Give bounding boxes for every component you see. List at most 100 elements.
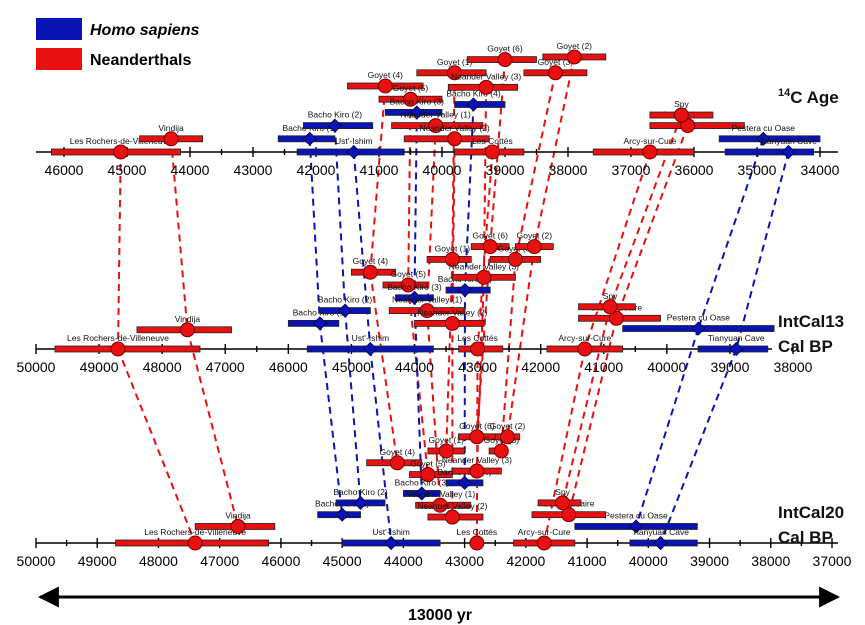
error-bar bbox=[403, 135, 490, 143]
site-label: Goyet (2) bbox=[490, 421, 526, 431]
site-label: Arcy-sur-Cure bbox=[518, 527, 571, 537]
site-label: Bacho Kiro (3) bbox=[387, 282, 441, 292]
marker-diamond bbox=[691, 321, 706, 336]
connector-line bbox=[344, 310, 362, 503]
site-label: Spy bbox=[555, 487, 570, 497]
site-label: Goyet (4) bbox=[368, 70, 404, 80]
point-intcal13-6: Goyet (5) bbox=[382, 269, 428, 293]
point-c14-10: Neander Valley (2) bbox=[403, 123, 490, 147]
error-bar bbox=[649, 122, 745, 129]
marker-circle bbox=[403, 91, 418, 107]
site-label: Bacho Kiro (2) bbox=[308, 110, 362, 120]
point-c14-13: Les Cottés bbox=[454, 136, 525, 160]
marker-circle bbox=[547, 65, 563, 81]
marker-circle bbox=[484, 144, 500, 160]
point-intcal13-7: Bacho Kiro (3) bbox=[387, 282, 442, 305]
tick-label-intcal20-45000: 45000 bbox=[323, 553, 362, 569]
span-label: 13000 yr bbox=[408, 607, 472, 624]
site-label: Ust'-Ishim bbox=[352, 333, 390, 343]
connector-line bbox=[451, 138, 456, 324]
connector-line bbox=[514, 72, 557, 260]
point-intcal13-1: Vindija bbox=[136, 314, 232, 338]
tick-label-c14-44000: 44000 bbox=[171, 162, 210, 178]
site-label: Neander Valley (1) bbox=[401, 110, 471, 120]
point-intcal13-8: Neander Valley (1) bbox=[388, 295, 466, 319]
tick-label-intcal20-49000: 49000 bbox=[78, 553, 117, 569]
tick-label-c14-46000: 46000 bbox=[45, 162, 84, 178]
site-label: Spy bbox=[603, 291, 618, 301]
marker-diamond bbox=[409, 105, 424, 120]
point-c14-14: Goyet (6) bbox=[466, 44, 537, 68]
site-label: Bacho Kiro (3) bbox=[390, 96, 444, 106]
tick-label-intcal13-38000: 38000 bbox=[774, 359, 813, 375]
point-c14-3: Bacho Kiro (2) bbox=[302, 110, 374, 133]
point-c14-8: Neander Valley (1) bbox=[391, 110, 484, 134]
tick-label-intcal13-44000: 44000 bbox=[395, 359, 434, 375]
point-intcal13-14: Goyet (6) bbox=[470, 231, 510, 255]
tick-label-intcal20-46000: 46000 bbox=[261, 553, 300, 569]
marker-circle bbox=[555, 495, 571, 511]
marker-circle bbox=[438, 443, 454, 459]
marker-circle bbox=[444, 315, 460, 331]
point-intcal13-5: Goyet (4) bbox=[351, 256, 396, 280]
connector-line bbox=[369, 348, 393, 544]
tick-label-intcal20-42000: 42000 bbox=[506, 553, 545, 569]
point-c14-7: Bacho Kiro (3) bbox=[384, 96, 444, 120]
marker-circle bbox=[447, 131, 463, 147]
site-label: Pestera cu Oase bbox=[732, 123, 796, 133]
marker-circle bbox=[561, 507, 577, 523]
marker-diamond bbox=[653, 535, 668, 551]
site-label: Les Rochers-de-Villeneuve bbox=[67, 333, 169, 343]
axes: 46000 45000 44000 43000 42000 41000 40000 39000… bbox=[17, 147, 852, 569]
marker-circle bbox=[602, 299, 618, 315]
site-label: Neander Valley (3) bbox=[449, 261, 519, 271]
tick-label-intcal13-39000: 39000 bbox=[710, 359, 749, 375]
tick-label-intcal20-43000: 43000 bbox=[445, 553, 484, 569]
point-intcal20-20: Pestera cu Oase bbox=[574, 510, 698, 534]
point-intcal20-1: Vindija bbox=[194, 510, 276, 534]
site-label: Neander Valley (2) bbox=[417, 501, 487, 511]
point-intcal13-12: Neander Valley (3) bbox=[449, 261, 519, 285]
legend-label-homo-sapiens: Homo sapiens bbox=[90, 22, 199, 39]
site-label: Bacho Kiro (3) bbox=[395, 477, 449, 487]
tick-label-c14-40000: 40000 bbox=[423, 162, 462, 178]
point-intcal20-3: Bacho Kiro (2) bbox=[333, 487, 388, 510]
point-intcal13-0: Les Rochers-de-Villeneuve bbox=[54, 333, 201, 357]
point-intcal20-16: Goyet (2) bbox=[490, 421, 526, 445]
site-label: Pestera cu Oase bbox=[604, 510, 668, 520]
marker-circle bbox=[536, 535, 552, 551]
site-label: Neander Valley (2) bbox=[417, 307, 487, 317]
site-label: Goyet (5) bbox=[410, 459, 446, 469]
site-label: Vindija bbox=[158, 123, 184, 133]
point-c14-4: Ust'-Ishim bbox=[296, 136, 405, 160]
point-intcal13-17: Arcy-sur-Cure bbox=[546, 333, 624, 357]
marker-circle bbox=[428, 118, 444, 134]
site-label: Vindija bbox=[175, 314, 201, 324]
connector-line bbox=[475, 246, 492, 437]
marker-circle bbox=[566, 49, 582, 65]
point-intcal20-6: Goyet (5) bbox=[409, 459, 453, 483]
legend-swatch-neanderthals bbox=[36, 48, 82, 70]
point-c14-17: Arcy-sur-Cure bbox=[592, 136, 695, 160]
marker-circle bbox=[469, 463, 485, 479]
point-c14-15: Goyet (3) bbox=[523, 57, 588, 81]
connector-line bbox=[369, 85, 387, 273]
point-intcal20-9: Goyet (1) bbox=[427, 435, 466, 459]
site-label: Neander Valley (1) bbox=[405, 489, 475, 499]
marker-circle bbox=[420, 467, 436, 483]
site-label: Goyet (6) bbox=[472, 231, 508, 241]
point-intcal13-3: Bacho Kiro (2) bbox=[318, 295, 372, 318]
site-label: Tianyuan Cave bbox=[708, 333, 765, 343]
panel-label-intcal20-line1: IntCal20 bbox=[778, 503, 844, 522]
marker-circle bbox=[230, 518, 246, 534]
connector-line bbox=[543, 348, 586, 544]
marker-diamond bbox=[327, 118, 342, 133]
marker-diamond bbox=[302, 131, 317, 146]
site-label: Neander Valley (3) bbox=[442, 455, 512, 465]
site-label: Neander Valley (1) bbox=[392, 295, 462, 305]
marker-diamond bbox=[781, 144, 796, 160]
marker-circle bbox=[469, 535, 485, 551]
site-label: Neander Valley (2) bbox=[419, 123, 489, 133]
marker-circle bbox=[362, 264, 378, 280]
tick-label-c14-35000: 35000 bbox=[738, 162, 777, 178]
